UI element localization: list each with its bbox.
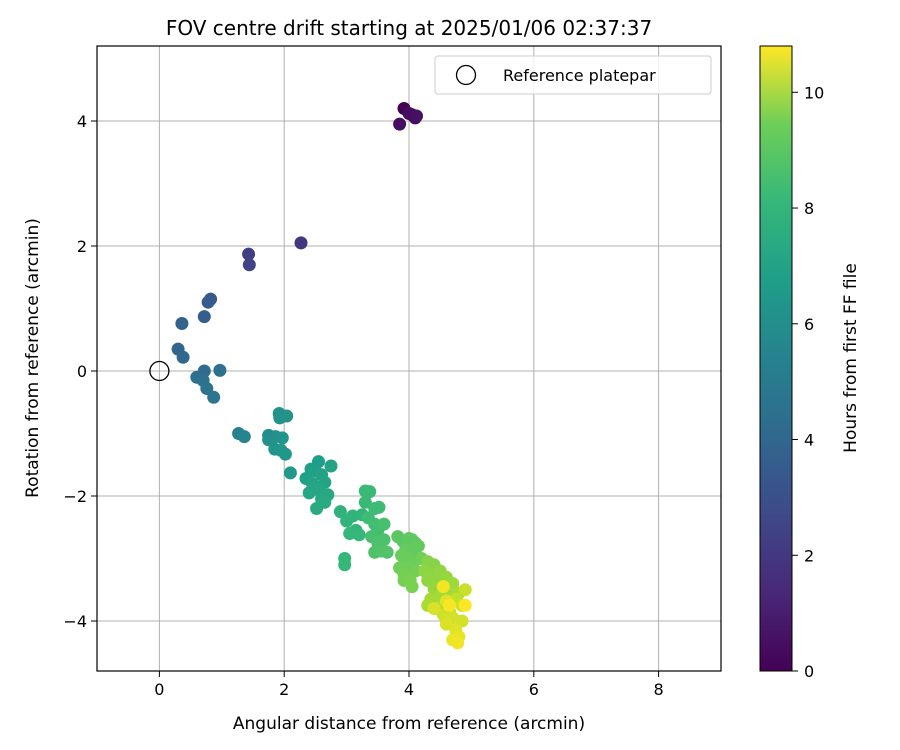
data-point [324,459,338,473]
x-tick-label: 4 [404,680,414,699]
data-point [363,485,377,499]
x-tick-label: 8 [654,680,664,699]
y-axis-ticks: −4 −2 0 2 4 [63,112,97,631]
data-point [283,466,297,480]
x-tick-label: 6 [529,680,539,699]
data-point [294,236,308,250]
data-point [333,505,347,519]
x-axis-ticks: 0 2 4 6 8 [154,671,664,699]
data-point [393,117,407,131]
y-axis-label: Rotation from reference (arcmin) [23,218,43,498]
data-point [458,583,472,597]
data-point [242,258,256,272]
y-tick-label: 4 [77,112,87,131]
data-point [451,636,465,650]
colorbar-tick-label: 4 [804,431,814,450]
data-point [439,617,453,631]
data-points [171,102,472,650]
x-axis-label: Angular distance from reference (arcmin) [233,714,585,734]
data-point [237,430,251,444]
data-point [436,580,450,594]
colorbar-tick-label: 0 [804,662,814,681]
x-tick-label: 0 [154,680,164,699]
data-point [207,390,221,404]
data-point [427,602,441,615]
colorbar-tick-label: 10 [804,83,824,102]
y-tick-label: −4 [63,612,87,631]
data-point [200,382,214,395]
data-point [278,447,292,461]
colorbar-ticks: 0 2 4 6 8 10 [792,83,824,681]
data-point [213,363,227,377]
legend: Reference platepar [434,55,712,95]
data-point [377,533,391,547]
data-point [197,310,211,324]
data-point [410,109,423,123]
colorbar: 0 2 4 6 8 10 Hours from first FF file [759,45,861,681]
reference-platepar-marker [149,360,170,382]
y-tick-label: −2 [63,487,87,506]
legend-box [434,55,712,95]
data-point [377,517,391,531]
data-point [405,580,419,594]
colorbar-gradient [759,45,793,672]
data-point [176,350,190,364]
data-point [302,486,316,500]
colorbar-tick-label: 8 [804,199,814,218]
x-tick-label: 2 [279,680,289,699]
reference-marker [149,360,170,382]
data-point [372,500,386,514]
data-point [380,545,394,559]
colorbar-label: Hours from first FF file [841,263,861,453]
grid [97,46,721,671]
chart-title: FOV centre drift starting at 2025/01/06 … [166,16,652,40]
data-point [352,528,366,542]
colorbar-tick-label: 6 [804,315,814,334]
y-tick-label: 2 [77,237,87,256]
data-point [411,539,425,553]
colorbar-tick-label: 2 [804,546,814,565]
data-point [458,598,472,612]
data-point [275,431,289,445]
data-point [338,558,352,572]
data-point [443,598,457,612]
data-point [318,495,332,509]
y-tick-label: 0 [77,362,87,381]
data-point [175,317,189,330]
legend-reference-marker [455,64,477,86]
data-point [280,409,294,423]
data-point [242,247,256,261]
data-point [358,495,372,509]
data-point [201,295,215,309]
legend-entry-reference-platepar: Reference platepar [503,66,656,85]
data-point [455,614,469,628]
